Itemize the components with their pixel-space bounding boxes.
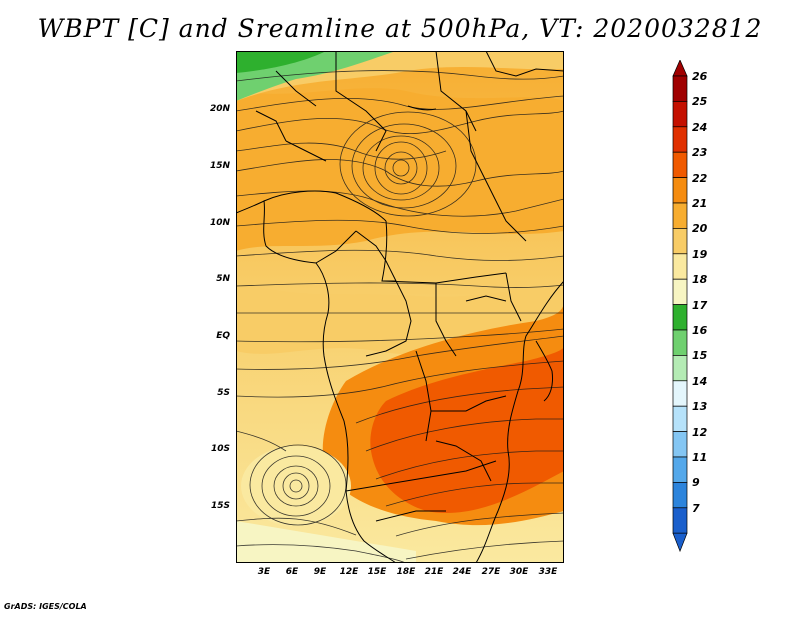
colorbar-label: 15 bbox=[692, 349, 708, 363]
borders bbox=[236, 51, 564, 563]
colorbar-label: 24 bbox=[692, 120, 708, 134]
lon-label: 3E bbox=[257, 567, 271, 577]
colorbar-label: 25 bbox=[692, 95, 708, 109]
lon-label: 33E bbox=[538, 567, 558, 577]
colorbar-tip-top bbox=[672, 60, 688, 77]
lon-label: 21E bbox=[424, 567, 444, 577]
colorbar-tip-bottom bbox=[672, 532, 688, 553]
lat-label: EQ bbox=[216, 331, 230, 341]
colorbar-label: 11 bbox=[692, 451, 708, 464]
colorbar-swatch bbox=[672, 329, 688, 356]
colorbar-label: 7 bbox=[692, 501, 700, 515]
lon-label: 24E bbox=[452, 567, 472, 577]
colorbar-swatch bbox=[672, 75, 688, 102]
colorbar-label: 19 bbox=[692, 247, 708, 261]
chart-title: WBPT [C] and Sreamline at 500hPa, VT: 20… bbox=[37, 14, 763, 43]
colorbar-swatch bbox=[672, 253, 688, 280]
colorbar-swatch bbox=[672, 101, 688, 128]
colorbar-label: 23 bbox=[692, 146, 708, 160]
colorbar-swatch bbox=[672, 228, 688, 255]
colorbar-swatch bbox=[672, 405, 688, 432]
streamlines bbox=[236, 70, 564, 563]
colorbar-label: 26 bbox=[692, 70, 708, 83]
lon-label: 6E bbox=[285, 567, 299, 577]
colorbar-swatch bbox=[672, 202, 688, 229]
colorbar-swatch bbox=[672, 177, 688, 204]
colorbar-label: 18 bbox=[692, 273, 708, 287]
colorbar-label: 12 bbox=[692, 425, 708, 439]
colorbar-label: 21 bbox=[692, 197, 708, 210]
colorbar-label: 9 bbox=[692, 476, 700, 490]
colorbar bbox=[672, 60, 688, 553]
field-warm-north bbox=[236, 88, 564, 251]
lon-label: 15E bbox=[367, 567, 387, 577]
lat-label: 10N bbox=[209, 218, 230, 228]
field-south-cool bbox=[236, 521, 416, 563]
colorbar-swatch bbox=[672, 355, 688, 382]
colorbar-swatch bbox=[672, 431, 688, 458]
colorbar-swatch bbox=[672, 380, 688, 407]
colorbar-label: 22 bbox=[692, 171, 708, 185]
lat-label: 20N bbox=[209, 104, 230, 114]
colorbar-label: 13 bbox=[692, 400, 708, 414]
colorbar-label: 17 bbox=[692, 298, 708, 312]
grads-credit: GrADS: IGES/COLA bbox=[4, 602, 87, 611]
lon-label: 9E bbox=[313, 567, 327, 577]
colorbar-swatch bbox=[672, 482, 688, 509]
lat-label: 10S bbox=[210, 444, 230, 454]
colorbar-swatch bbox=[672, 507, 688, 534]
lat-label: 5N bbox=[216, 274, 230, 284]
field-hot-core bbox=[370, 346, 564, 513]
lat-label: 15S bbox=[210, 501, 230, 511]
colorbar-swatch bbox=[672, 151, 688, 178]
colorbar-swatch bbox=[672, 304, 688, 331]
lon-label: 27E bbox=[481, 567, 501, 577]
map-panel bbox=[236, 51, 564, 563]
lon-label: 12E bbox=[339, 567, 359, 577]
lon-label: 30E bbox=[509, 567, 529, 577]
lon-label: 18E bbox=[396, 567, 416, 577]
colorbar-swatch bbox=[672, 456, 688, 483]
colorbar-label: 14 bbox=[692, 374, 708, 388]
lat-label: 15N bbox=[209, 161, 230, 171]
lat-label: 5S bbox=[217, 388, 230, 398]
colorbar-swatch bbox=[672, 278, 688, 305]
field-sahara-cold bbox=[236, 51, 326, 73]
colorbar-label: 16 bbox=[692, 324, 708, 337]
map-svg bbox=[236, 51, 564, 563]
colorbar-swatch bbox=[672, 126, 688, 153]
field-cool-eddy bbox=[241, 446, 351, 526]
colorbar-label: 20 bbox=[692, 222, 708, 236]
map-frame bbox=[236, 51, 564, 563]
